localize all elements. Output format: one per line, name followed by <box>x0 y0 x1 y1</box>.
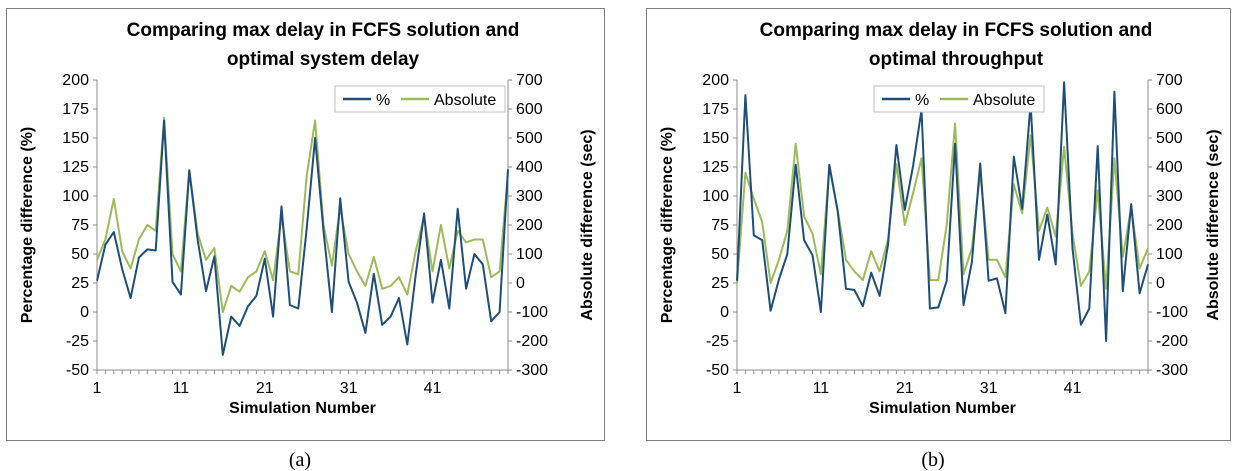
x-tick-label: 41 <box>1064 380 1082 397</box>
y-tick-label: 125 <box>62 159 89 176</box>
y2-tick-label: -100 <box>516 304 548 321</box>
y2-tick-label: 500 <box>516 130 543 147</box>
y-tick-label: 50 <box>711 246 729 263</box>
y2-tick-label: 700 <box>516 72 543 89</box>
x-axis-label: Simulation Number <box>869 400 1016 417</box>
y-tick-label: 175 <box>702 101 729 118</box>
chart-panel-1: Comparing max delay in FCFS solution and… <box>6 8 605 471</box>
y2-tick-label: 200 <box>516 217 543 234</box>
y-tick-label: -25 <box>706 333 729 350</box>
legend-label: Absolute <box>973 92 1035 109</box>
y2-tick-label: 500 <box>1156 130 1183 147</box>
y-tick-label: 150 <box>62 130 89 147</box>
x-tick-label: 41 <box>424 380 442 397</box>
y2-tick-label: 700 <box>1156 72 1183 89</box>
y2-axis-label: Absolute difference (sec) <box>1205 129 1222 320</box>
y-tick-label: -50 <box>706 362 729 379</box>
legend-label: Absolute <box>434 92 496 109</box>
y2-tick-label: 400 <box>1156 159 1183 176</box>
x-tick-label: 31 <box>980 380 998 397</box>
chart-title: optimal system delay <box>227 49 420 70</box>
y2-tick-label: 400 <box>516 159 543 176</box>
y-axis-label: Percentage difference (%) <box>659 127 676 324</box>
chart-title: Comparing max delay in FCFS solution and <box>127 20 520 41</box>
y-tick-label: 25 <box>711 275 729 292</box>
y-tick-label: 25 <box>71 275 89 292</box>
y2-axis-label: Absolute difference (sec) <box>579 129 596 320</box>
x-tick-label: 11 <box>813 380 830 397</box>
y2-tick-label: 100 <box>516 246 543 263</box>
y-tick-label: 175 <box>62 101 89 118</box>
y2-tick-label: -100 <box>1156 304 1188 321</box>
y-tick-label: 0 <box>720 304 729 321</box>
series-line-absolute <box>736 122 1149 290</box>
y-tick-label: 200 <box>702 72 729 89</box>
x-tick-label: 31 <box>340 380 358 397</box>
y2-tick-label: 600 <box>1156 101 1183 118</box>
chart-panel-2: Comparing max delay in FCFS solution and… <box>646 8 1231 471</box>
y-axis-label: Percentage difference (%) <box>19 127 36 324</box>
y2-tick-label: -300 <box>1156 362 1188 379</box>
x-tick-label: 21 <box>256 380 274 397</box>
y-tick-label: 150 <box>702 130 729 147</box>
y2-tick-label: 0 <box>516 275 525 292</box>
legend-label: % <box>376 92 390 109</box>
x-tick-label: 21 <box>896 380 914 397</box>
x-tick-label: 1 <box>733 380 742 397</box>
panel-caption: (a) <box>289 449 311 471</box>
y-tick-label: 100 <box>702 188 729 205</box>
y-tick-label: 200 <box>62 72 89 89</box>
y2-tick-label: 100 <box>1156 246 1183 263</box>
y-tick-label: 100 <box>62 188 89 205</box>
x-axis-label: Simulation Number <box>229 400 376 417</box>
y-tick-label: -25 <box>66 333 89 350</box>
chart-title: optimal throughput <box>869 49 1044 70</box>
y2-tick-label: 300 <box>516 188 543 205</box>
y-tick-label: 75 <box>71 217 89 234</box>
y2-tick-label: 300 <box>1156 188 1183 205</box>
y2-tick-label: -200 <box>1156 333 1188 350</box>
series-line-percent <box>96 119 509 356</box>
y2-tick-label: 0 <box>1156 275 1165 292</box>
panel-caption: (b) <box>921 449 944 471</box>
y-tick-label: 0 <box>80 304 89 321</box>
y-tick-label: 50 <box>71 246 89 263</box>
y2-tick-label: 600 <box>516 101 543 118</box>
legend-label: % <box>915 92 929 109</box>
y2-tick-label: -300 <box>516 362 548 379</box>
x-tick-label: 11 <box>173 380 190 397</box>
chart-title: Comparing max delay in FCFS solution and <box>760 20 1153 41</box>
y-tick-label: -50 <box>66 362 89 379</box>
y-tick-label: 75 <box>711 217 729 234</box>
y2-tick-label: -200 <box>516 333 548 350</box>
y-tick-label: 125 <box>702 159 729 176</box>
x-tick-label: 1 <box>93 380 102 397</box>
y2-tick-label: 200 <box>1156 217 1183 234</box>
series-line-percent <box>736 81 1149 342</box>
